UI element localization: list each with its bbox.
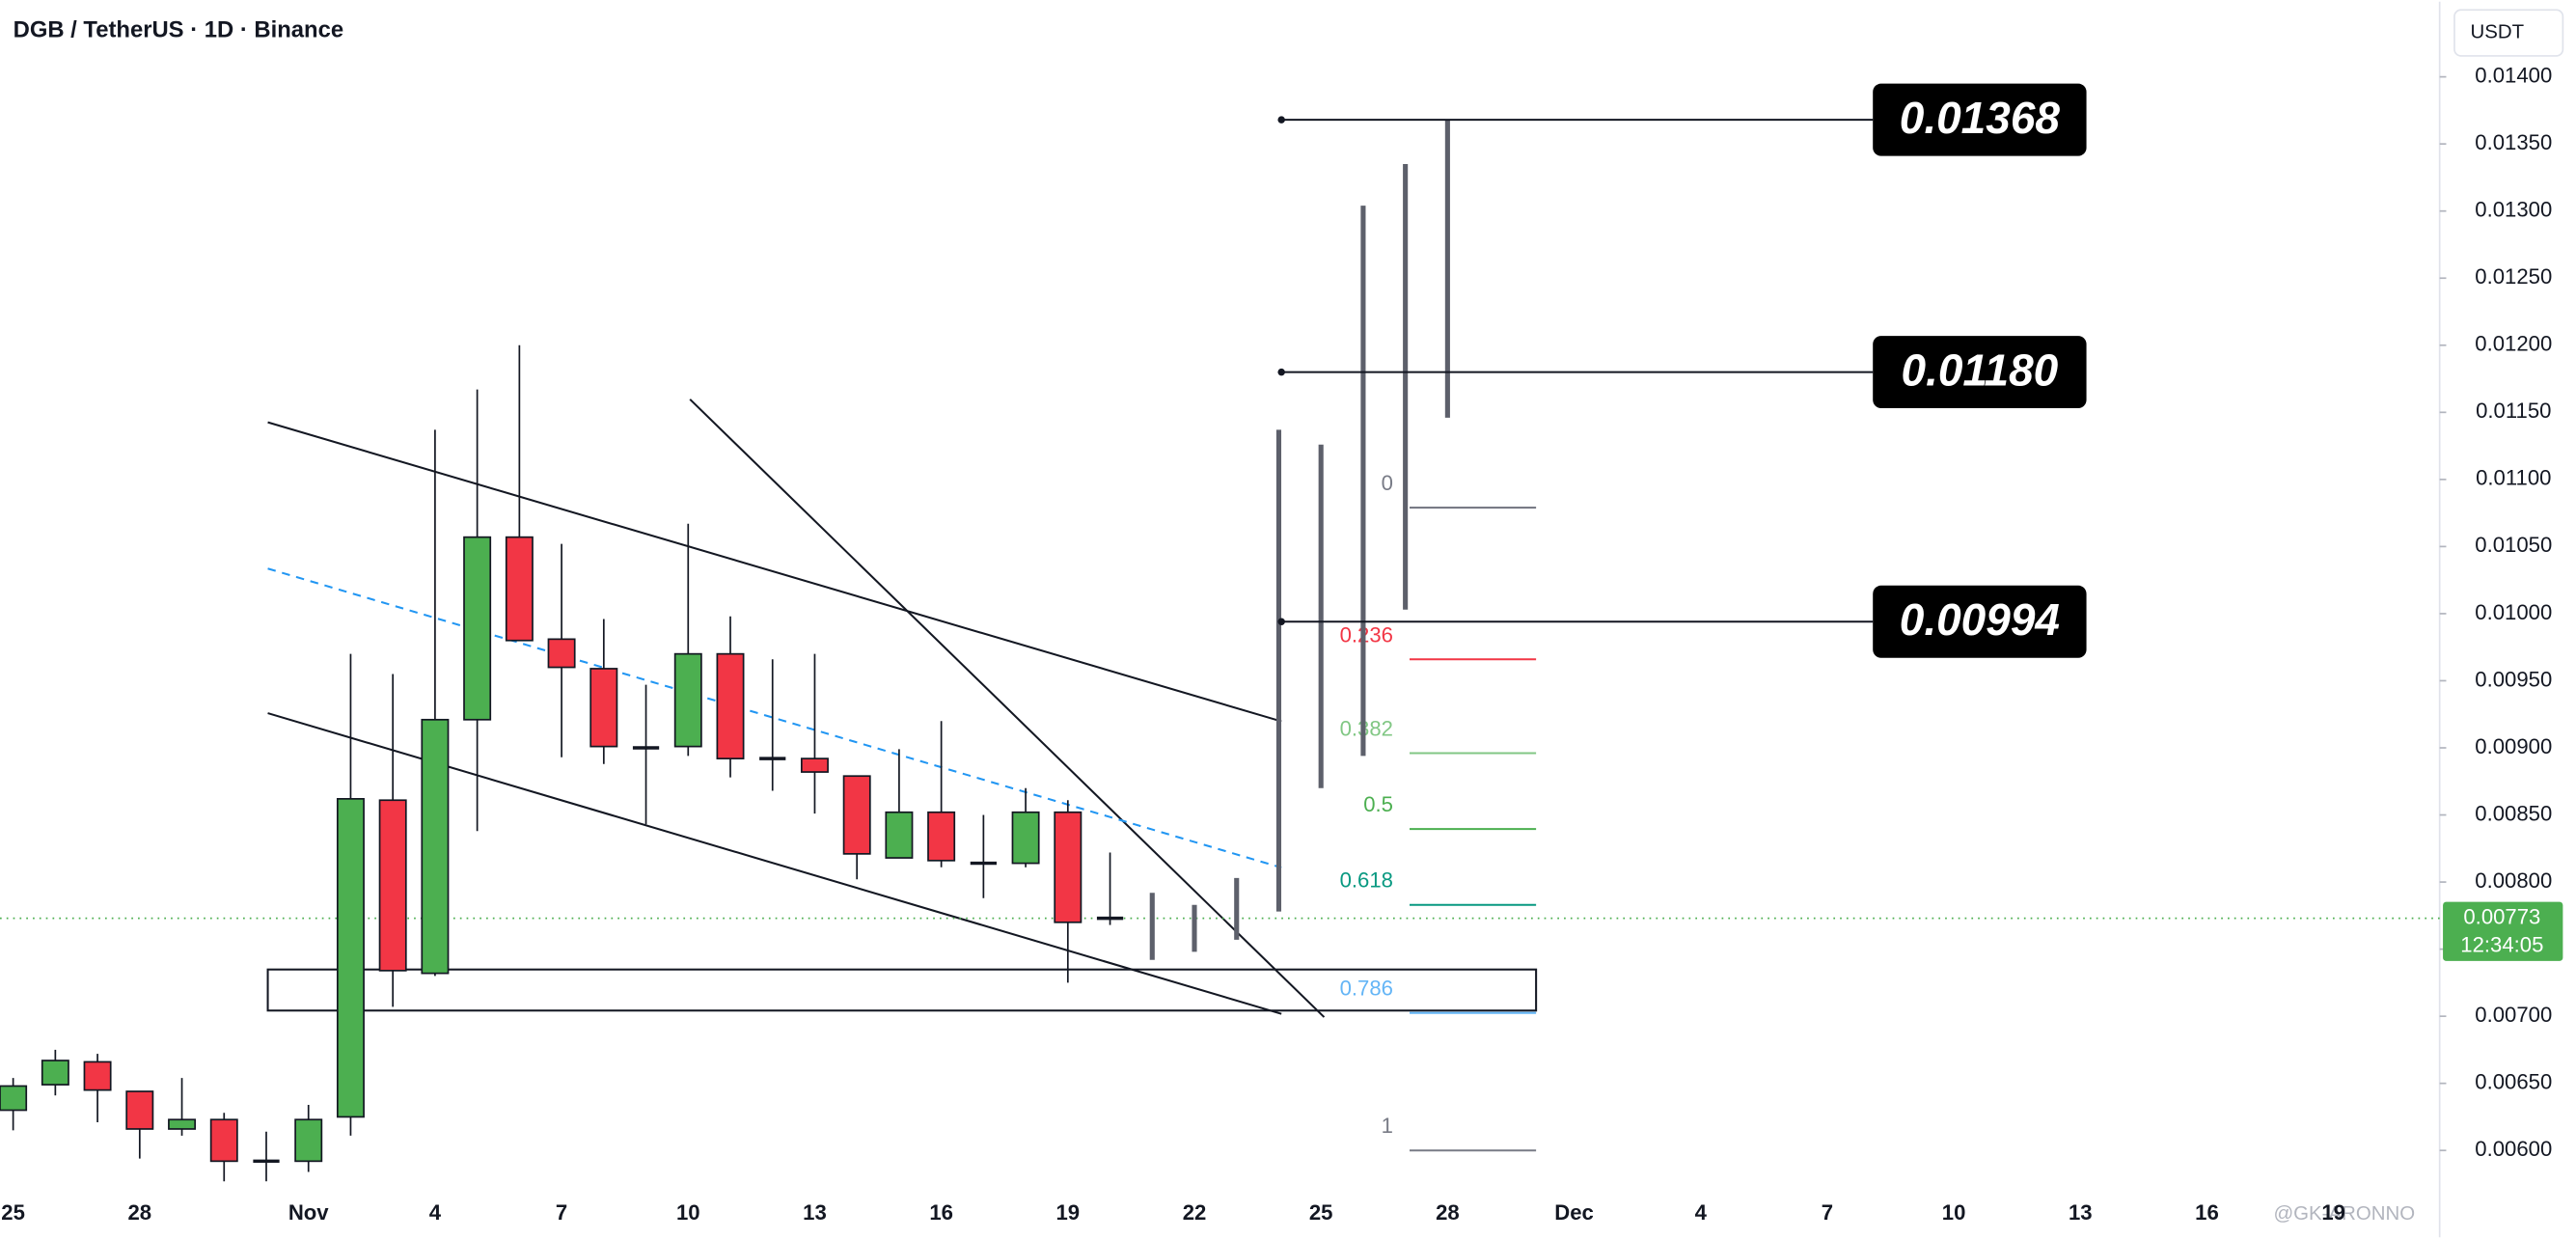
candle-body — [209, 1118, 238, 1163]
candle-body — [378, 799, 407, 972]
candle-body — [800, 757, 829, 773]
candle-body — [294, 1118, 323, 1163]
candle-body — [83, 1060, 112, 1091]
fib-level-label: 0.786 — [1340, 977, 1393, 1001]
y-tick-label: 0.01000 — [2475, 600, 2552, 624]
y-tick-label: 0.00850 — [2475, 801, 2552, 825]
candle-body — [673, 652, 702, 748]
x-tick-label: 25 — [1, 1200, 25, 1225]
candle-body — [589, 668, 618, 748]
x-tick-label: 7 — [1822, 1200, 1833, 1225]
candle-body — [505, 536, 534, 642]
candle-body — [1054, 811, 1082, 923]
x-tick-label: 10 — [676, 1200, 700, 1225]
target-box — [1873, 336, 2087, 409]
fib-level-label: 0.5 — [1363, 792, 1393, 816]
y-tick-label: 0.00900 — [2475, 734, 2552, 758]
y-tick-label: 0.01250 — [2475, 264, 2552, 289]
target-anchor — [1277, 618, 1285, 626]
x-tick-label: 13 — [2069, 1200, 2093, 1225]
symbol-title: DGB / TetherUS · 1D · Binance — [14, 17, 343, 43]
candle-body — [336, 798, 365, 1118]
y-tick-label: 0.00650 — [2475, 1070, 2552, 1094]
fib-level-label: 0.236 — [1340, 622, 1393, 647]
trend-line — [689, 399, 1326, 1018]
candle-body — [125, 1090, 154, 1130]
target-label: 0.01180 — [1901, 344, 2058, 395]
candle-body — [716, 652, 745, 759]
candle-body — [41, 1060, 69, 1086]
x-tick-label: 13 — [803, 1200, 827, 1225]
target-label: 0.00994 — [1900, 594, 2060, 645]
target-anchor — [1277, 116, 1285, 124]
y-tick-label: 0.00950 — [2475, 667, 2552, 691]
candle-body — [0, 1085, 28, 1112]
x-tick-label: 4 — [429, 1200, 442, 1225]
y-tick-label: 0.01200 — [2475, 332, 2552, 356]
x-tick-label: 7 — [556, 1200, 567, 1225]
y-tick-label: 0.01300 — [2475, 198, 2552, 222]
support-zone — [266, 968, 1538, 1012]
target-box — [1873, 585, 2087, 658]
x-tick-label: 22 — [1183, 1200, 1207, 1225]
x-tick-label: 28 — [127, 1200, 151, 1225]
x-tick-label: 16 — [2195, 1200, 2219, 1225]
candle-body — [885, 811, 914, 859]
target-label: 0.01368 — [1900, 93, 2061, 143]
y-tick-label: 0.00800 — [2475, 868, 2552, 893]
last-price-tag — [2443, 901, 2563, 961]
x-tick-label: 19 — [2321, 1200, 2345, 1225]
candle-body — [168, 1118, 197, 1130]
x-tick-label: 19 — [1056, 1200, 1081, 1225]
x-tick-label: 25 — [1309, 1200, 1333, 1225]
y-tick-label: 0.01150 — [2476, 399, 2551, 423]
target-anchor — [1277, 368, 1285, 376]
fib-level-label: 0 — [1382, 471, 1393, 495]
y-tick-label: 0.01100 — [2476, 466, 2551, 490]
x-tick-label: 10 — [1942, 1200, 1966, 1225]
currency-button[interactable] — [2453, 9, 2564, 57]
y-tick-label: 0.00700 — [2475, 1003, 2552, 1027]
candle-body — [547, 638, 576, 669]
target-box — [1873, 83, 2087, 156]
candle-body — [421, 718, 450, 975]
watermark: @GK-ARONNO — [2273, 1203, 2415, 1225]
candle-body — [927, 811, 956, 862]
fib-level-label: 0.618 — [1340, 868, 1393, 893]
x-tick-label: 16 — [929, 1200, 953, 1225]
fib-level-label: 0.382 — [1340, 717, 1393, 741]
y-tick-label: 0.01050 — [2475, 533, 2552, 557]
x-tick-label: Dec — [1554, 1200, 1594, 1225]
y-tick-label: 0.00600 — [2475, 1137, 2552, 1161]
trend-line — [267, 421, 1282, 723]
last-price-label: 0.00773 — [2463, 904, 2540, 928]
fib-level-label: 1 — [1382, 1114, 1393, 1138]
candle-body — [463, 536, 492, 721]
x-tick-label: Nov — [288, 1200, 329, 1225]
x-tick-label: 4 — [1695, 1200, 1708, 1225]
currency-label[interactable]: USDT — [2470, 21, 2524, 42]
candle-body — [842, 775, 871, 855]
countdown-label: 12:34:05 — [2460, 932, 2543, 956]
x-tick-label: 28 — [1436, 1200, 1460, 1225]
y-tick-label: 0.01400 — [2475, 63, 2552, 87]
candle-body — [1011, 811, 1040, 865]
y-tick-label: 0.01350 — [2475, 130, 2552, 154]
